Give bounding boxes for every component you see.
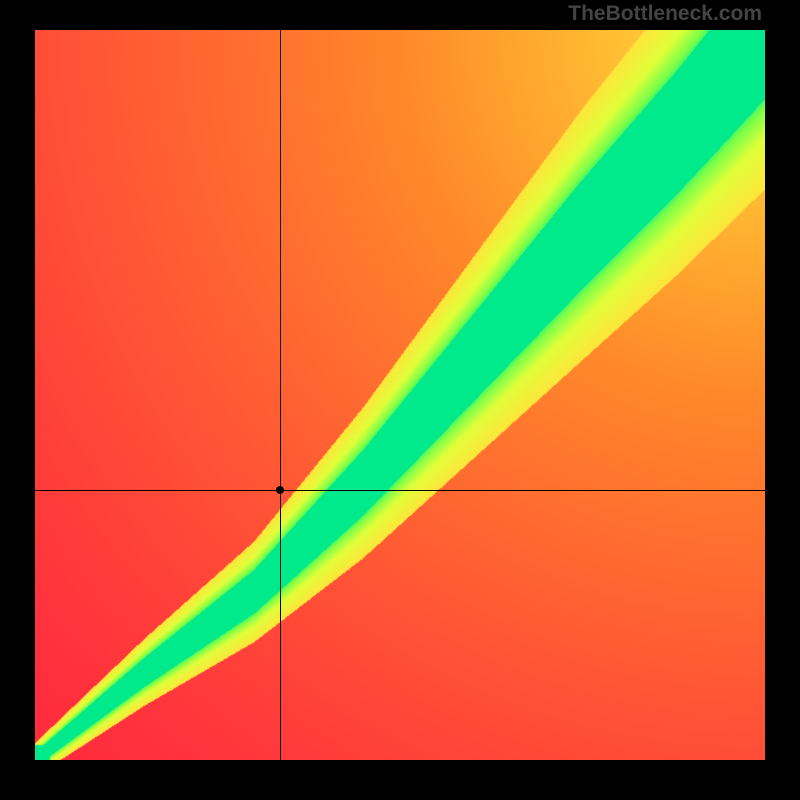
watermark-text: TheBottleneck.com xyxy=(568,2,762,26)
crosshair-horizontal xyxy=(35,490,765,491)
heatmap-plot xyxy=(35,30,765,760)
crosshair-marker-dot xyxy=(276,486,284,494)
crosshair-vertical xyxy=(280,30,281,760)
heatmap-canvas xyxy=(35,30,765,760)
